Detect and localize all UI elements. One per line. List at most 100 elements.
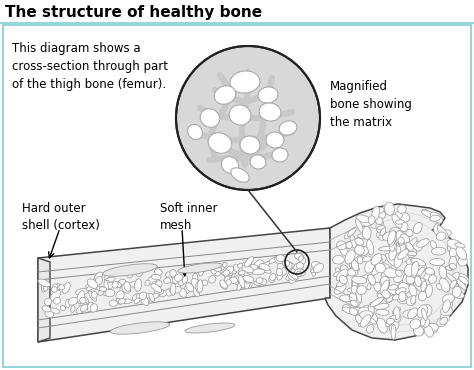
Ellipse shape (196, 282, 201, 293)
Ellipse shape (352, 276, 367, 284)
Ellipse shape (342, 307, 357, 314)
Text: Magnified
bone showing
the matrix: Magnified bone showing the matrix (330, 80, 412, 129)
Ellipse shape (86, 285, 92, 289)
Ellipse shape (215, 264, 224, 271)
Ellipse shape (393, 307, 400, 320)
Ellipse shape (104, 280, 110, 289)
Ellipse shape (404, 264, 414, 276)
Ellipse shape (377, 293, 385, 300)
Ellipse shape (288, 272, 295, 280)
Ellipse shape (406, 275, 415, 284)
Ellipse shape (281, 267, 286, 275)
Ellipse shape (41, 280, 46, 292)
Ellipse shape (411, 274, 420, 283)
Ellipse shape (284, 263, 295, 268)
Ellipse shape (358, 307, 372, 317)
Ellipse shape (234, 264, 239, 271)
Ellipse shape (374, 303, 389, 309)
Ellipse shape (226, 280, 231, 285)
Ellipse shape (251, 264, 258, 270)
Ellipse shape (406, 297, 416, 306)
Ellipse shape (156, 280, 162, 287)
Ellipse shape (406, 257, 417, 269)
Ellipse shape (376, 309, 389, 315)
Ellipse shape (361, 275, 367, 282)
Ellipse shape (136, 270, 142, 276)
Ellipse shape (240, 136, 260, 154)
Ellipse shape (178, 280, 184, 286)
Ellipse shape (174, 274, 182, 281)
Ellipse shape (454, 277, 462, 285)
Ellipse shape (409, 272, 418, 278)
Ellipse shape (182, 276, 188, 283)
Ellipse shape (185, 323, 235, 333)
Ellipse shape (260, 279, 267, 285)
Ellipse shape (380, 228, 386, 236)
Ellipse shape (340, 247, 348, 255)
Ellipse shape (385, 294, 393, 303)
Ellipse shape (398, 249, 409, 260)
Ellipse shape (388, 230, 396, 245)
Ellipse shape (375, 263, 385, 273)
Ellipse shape (151, 283, 162, 292)
Ellipse shape (389, 248, 396, 260)
Ellipse shape (139, 294, 149, 306)
Ellipse shape (371, 254, 382, 265)
Ellipse shape (293, 263, 301, 270)
Ellipse shape (232, 273, 239, 280)
Ellipse shape (266, 132, 284, 148)
Ellipse shape (221, 157, 238, 174)
Ellipse shape (209, 276, 216, 283)
Ellipse shape (194, 278, 199, 285)
Ellipse shape (188, 124, 202, 139)
Ellipse shape (385, 285, 397, 295)
Ellipse shape (159, 290, 169, 297)
Ellipse shape (422, 309, 427, 320)
Ellipse shape (390, 265, 396, 276)
Ellipse shape (356, 315, 363, 324)
Ellipse shape (377, 211, 385, 219)
Ellipse shape (148, 276, 156, 284)
Ellipse shape (392, 246, 401, 255)
Ellipse shape (360, 315, 371, 327)
Ellipse shape (357, 286, 366, 295)
Ellipse shape (256, 278, 263, 283)
Ellipse shape (294, 253, 304, 260)
Ellipse shape (438, 230, 451, 238)
Ellipse shape (178, 275, 182, 280)
Ellipse shape (76, 305, 86, 313)
Ellipse shape (437, 283, 442, 290)
Ellipse shape (238, 270, 245, 275)
Ellipse shape (411, 261, 419, 276)
Ellipse shape (406, 229, 413, 236)
Ellipse shape (178, 263, 222, 273)
Ellipse shape (355, 238, 364, 245)
Ellipse shape (71, 306, 75, 312)
Ellipse shape (398, 205, 406, 213)
Ellipse shape (422, 305, 432, 317)
Ellipse shape (63, 283, 70, 293)
Ellipse shape (245, 257, 254, 267)
Ellipse shape (134, 298, 140, 304)
Ellipse shape (193, 286, 200, 297)
Ellipse shape (413, 241, 422, 251)
Ellipse shape (276, 269, 283, 276)
Ellipse shape (358, 246, 368, 256)
Ellipse shape (223, 262, 227, 267)
Ellipse shape (286, 273, 293, 280)
Ellipse shape (350, 300, 358, 307)
Ellipse shape (424, 323, 439, 332)
Ellipse shape (425, 268, 435, 275)
Ellipse shape (422, 318, 429, 327)
Ellipse shape (407, 252, 417, 256)
Ellipse shape (299, 256, 303, 261)
Ellipse shape (361, 221, 370, 226)
Ellipse shape (186, 283, 193, 292)
Ellipse shape (445, 299, 453, 311)
Ellipse shape (237, 282, 242, 291)
Ellipse shape (247, 278, 252, 283)
Ellipse shape (396, 231, 405, 245)
Ellipse shape (390, 237, 397, 252)
Ellipse shape (353, 296, 361, 307)
Ellipse shape (351, 260, 359, 271)
